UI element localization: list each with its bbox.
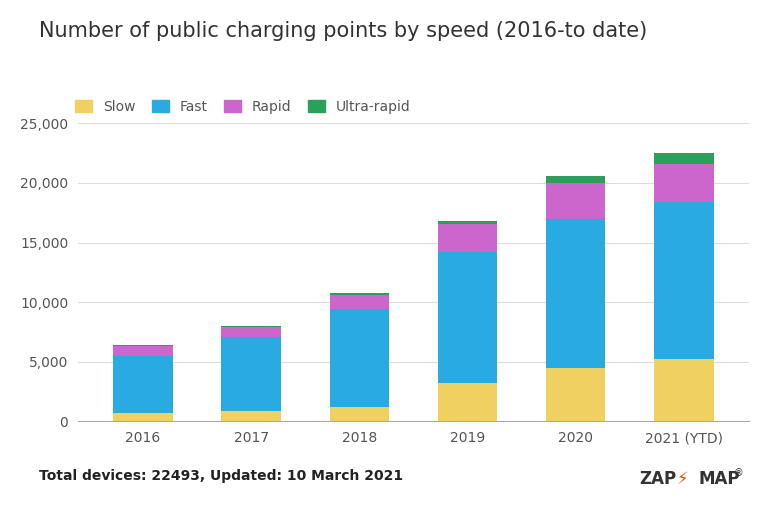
Bar [330,292,389,295]
Bar [113,356,172,413]
Bar [222,411,281,421]
Bar [654,359,714,421]
Text: ®: ® [733,468,743,478]
Text: Number of public charging points by speed (2016-to date): Number of public charging points by spee… [39,21,647,41]
Bar [438,224,498,252]
Bar [113,345,172,346]
Bar [654,153,714,164]
Bar [222,326,281,327]
Bar [222,337,281,411]
Bar [438,221,498,224]
Bar [330,309,389,407]
Legend: Slow, Fast, Rapid, Ultra-rapid: Slow, Fast, Rapid, Ultra-rapid [69,95,417,119]
Text: MAP: MAP [698,470,739,488]
Bar [438,383,498,421]
Bar [654,202,714,359]
Bar [330,295,389,309]
Bar [654,164,714,202]
Text: ⚡: ⚡ [676,470,688,488]
Bar [222,327,281,337]
Bar [546,176,605,183]
Bar [546,183,605,219]
Bar [330,407,389,421]
Text: Total devices: 22493, Updated: 10 March 2021: Total devices: 22493, Updated: 10 March … [39,469,403,483]
Bar [438,252,498,383]
Bar [113,413,172,421]
Bar [546,219,605,368]
Bar [113,346,172,356]
Text: ZAP: ZAP [640,470,677,488]
Bar [546,368,605,421]
